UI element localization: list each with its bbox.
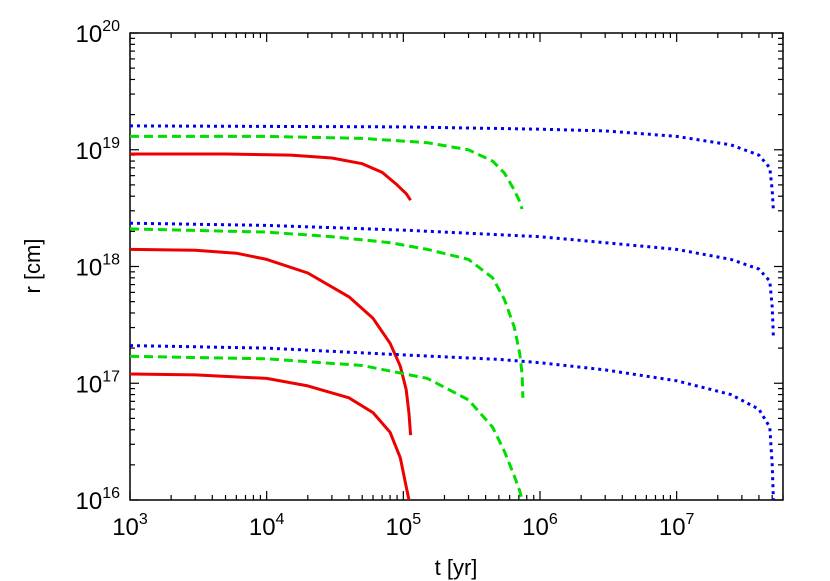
x-tick-label: 107 <box>659 511 695 541</box>
series-line-dashed <box>130 227 525 398</box>
ticks <box>129 32 784 501</box>
series-line-solid <box>130 247 413 436</box>
y-tick-label: 1017 <box>76 368 121 398</box>
series-layer <box>130 124 775 500</box>
y-tick-label: 1018 <box>76 252 121 282</box>
series-line-solid <box>130 372 411 500</box>
y-tick-label: 1020 <box>76 18 121 48</box>
y-tick-label: 1019 <box>76 135 121 165</box>
series-line-dotted <box>130 221 775 337</box>
series-line-dashed <box>130 134 524 210</box>
tick-labels: 103 104 105 106 107 1016 1017 1018 1019 1020 <box>76 18 695 541</box>
y-axis-label: r [cm] <box>20 239 45 294</box>
x-axis-label: t [yr] <box>435 555 478 580</box>
y-tick-label: 1016 <box>76 485 121 515</box>
series-line-solid <box>130 152 412 202</box>
plot-frame <box>129 32 784 501</box>
series-line-dotted <box>130 344 775 500</box>
x-tick-label: 104 <box>249 511 285 541</box>
series-line-dashed <box>130 354 524 500</box>
series-line-dotted <box>130 124 775 211</box>
x-tick-label: 106 <box>522 511 558 541</box>
x-tick-label: 103 <box>112 511 148 541</box>
x-tick-label: 105 <box>386 511 422 541</box>
